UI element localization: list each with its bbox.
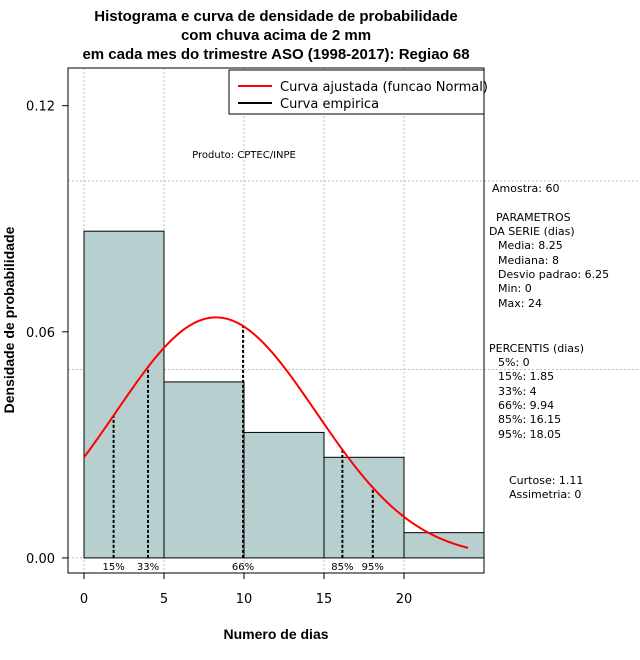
percentile-markers: 15% 33% 66% 85% 95% bbox=[102, 326, 384, 573]
legend-label-normal: Curva ajustada (funcao Normal) bbox=[280, 80, 488, 95]
normal-curve bbox=[83, 316, 469, 549]
histogram-bars bbox=[83, 230, 485, 559]
histogram-bar-2 bbox=[243, 431, 325, 559]
chart-title: Histograma e curva de densidade de proba… bbox=[82, 8, 469, 63]
params-header-2: DA SERIE (dias) bbox=[489, 225, 575, 238]
param-media: Media: 8.25 bbox=[498, 239, 563, 252]
x-axis: 0 5 10 15 20 bbox=[80, 573, 412, 607]
param-max: Max: 24 bbox=[498, 297, 542, 310]
y-axis-label: Densidade de probabilidade bbox=[1, 226, 17, 413]
param-mediana: Mediana: 8 bbox=[498, 254, 559, 267]
product-annotation: Produto: CPTEC/INPE bbox=[192, 150, 296, 161]
assimetria: Assimetria: 0 bbox=[509, 488, 581, 501]
percentile-label-0: 15% bbox=[102, 562, 124, 573]
curtose: Curtose: 1.11 bbox=[509, 474, 583, 487]
title-line-3: em cada mes do trimestre ASO (1998-2017)… bbox=[82, 46, 469, 63]
plot-frame bbox=[67, 67, 485, 574]
percentile-label-2: 66% bbox=[232, 562, 254, 573]
x-tick-label-4: 20 bbox=[396, 592, 413, 607]
y-tick-label-2: 0.12 bbox=[26, 100, 55, 115]
param-desvio: Desvio padrao: 6.25 bbox=[498, 268, 609, 281]
percentil-66: 66%: 9.94 bbox=[498, 399, 554, 412]
percentis-header: PERCENTIS (dias) bbox=[489, 342, 584, 355]
y-tick-label-0: 0.00 bbox=[26, 552, 55, 567]
x-tick-label-0: 0 bbox=[80, 592, 88, 607]
histogram-bar-3 bbox=[323, 456, 405, 559]
y-tick-label-1: 0.06 bbox=[26, 326, 55, 341]
legend: Curva ajustada (funcao Normal) Curva emp… bbox=[228, 69, 488, 115]
percentile-label-4: 95% bbox=[362, 562, 384, 573]
side-panel: Amostra: 60 PARAMETROS DA SERIE (dias) M… bbox=[489, 182, 609, 501]
percentil-15: 15%: 1.85 bbox=[498, 370, 554, 383]
legend-box bbox=[228, 69, 485, 115]
extended-grid bbox=[484, 180, 640, 370]
x-tick-label-1: 5 bbox=[160, 592, 168, 607]
grid bbox=[68, 68, 484, 573]
sample-size: Amostra: 60 bbox=[492, 182, 559, 195]
title-line-1: Histograma e curva de densidade de proba… bbox=[94, 8, 457, 25]
title-line-2: com chuva acima de 2 mm bbox=[181, 27, 371, 44]
x-tick-label-3: 15 bbox=[316, 592, 333, 607]
percentile-label-1: 33% bbox=[137, 562, 159, 573]
percentil-33: 33%: 4 bbox=[498, 385, 537, 398]
histogram-bar-4 bbox=[403, 532, 485, 559]
percentil-95: 95%: 18.05 bbox=[498, 428, 561, 441]
y-axis: 0.00 0.06 0.12 bbox=[26, 100, 68, 567]
percentile-label-3: 85% bbox=[331, 562, 353, 573]
param-min: Min: 0 bbox=[498, 282, 532, 295]
histogram-bar-0 bbox=[83, 230, 165, 559]
params-header-1: PARAMETROS bbox=[496, 211, 571, 224]
percentil-85: 85%: 16.15 bbox=[498, 413, 561, 426]
x-tick-label-2: 10 bbox=[236, 592, 253, 607]
legend-label-empirical: Curva empirica bbox=[280, 97, 379, 112]
x-axis-label: Numero de dias bbox=[223, 626, 328, 642]
histogram-bar-1 bbox=[163, 381, 245, 559]
percentil-5: 5%: 0 bbox=[498, 356, 530, 369]
